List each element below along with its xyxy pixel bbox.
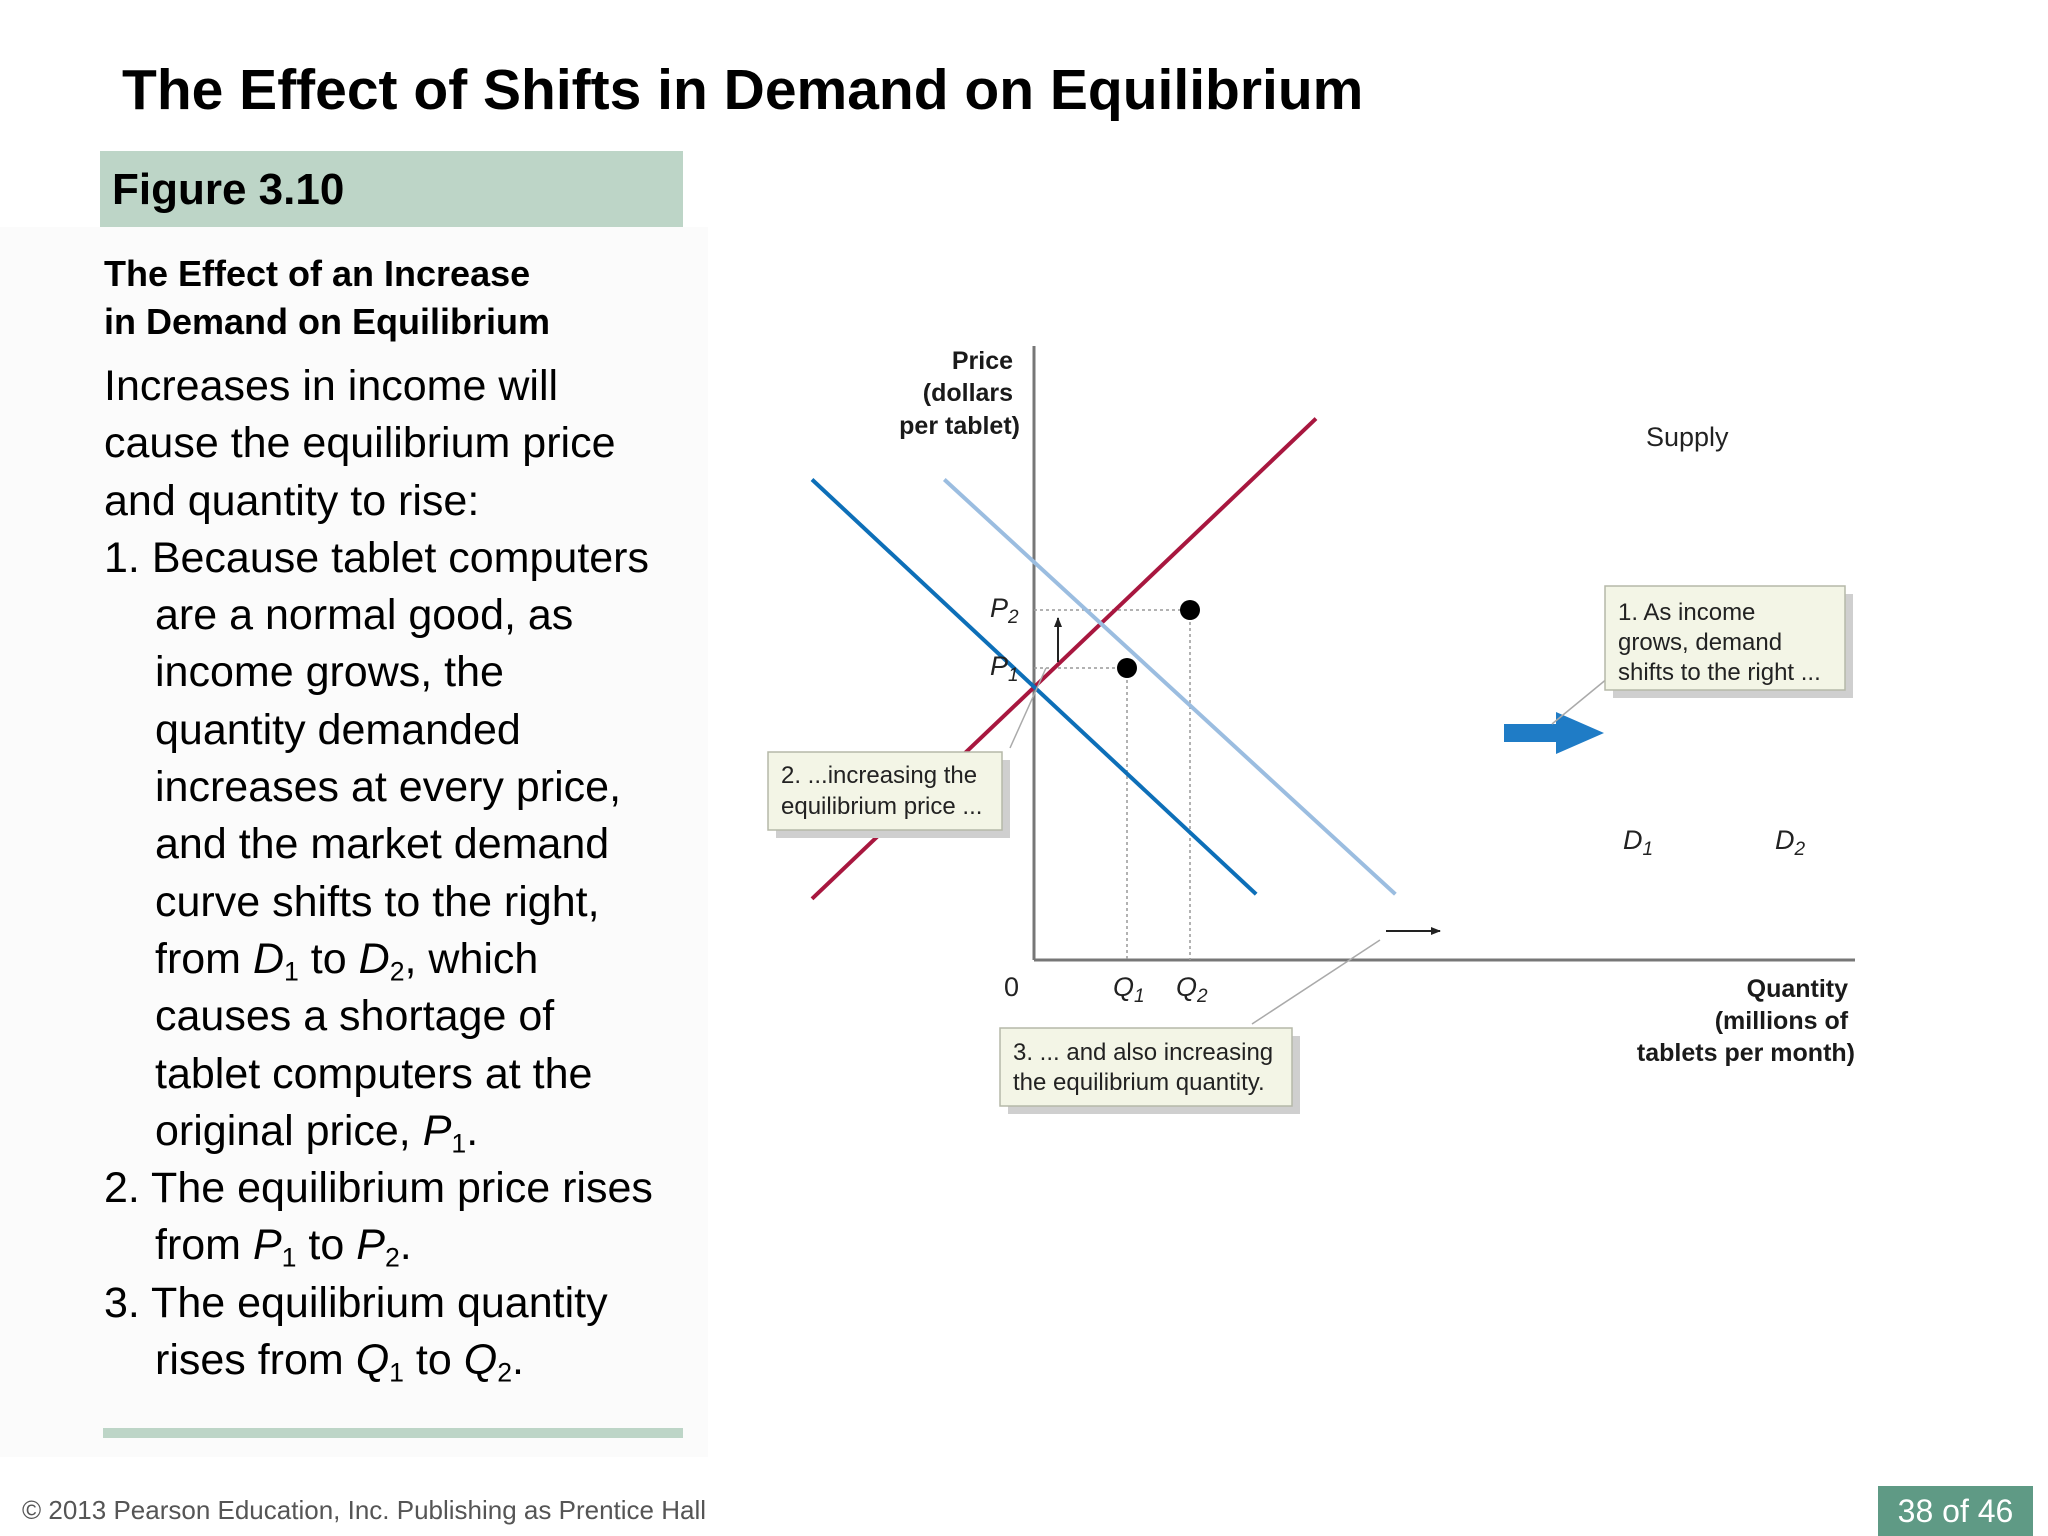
tick-label-q2: Q2 [1176,972,1208,1007]
item-1-line-7: curve shifts to the right, [155,877,600,926]
item-1-line-3: income grows, the [155,648,504,697]
period: . [466,1106,479,1155]
slide-title: The Effect of Shifts in Demand on Equili… [122,58,1364,122]
item-1-line-11: original price, P1. [104,1103,704,1160]
demand-curve-d1 [810,478,1258,896]
item-1-line-4: quantity demanded [155,705,521,754]
item-1-line-6: and the market demand [155,820,610,869]
svg-text:3. ... and also increasing: 3. ... and also increasing the equilibri… [1013,1039,1280,1096]
word-which: , which [404,934,539,983]
item-3-line-2: rises from Q1 to Q2. [104,1332,704,1389]
sub-1: 1 [281,1242,297,1273]
word-from: from [155,1221,241,1270]
callout-box-price: 2. ...increasing the equilibrium price .… [767,751,1010,838]
item-3-line-1: 3. The equilibrium quantity [104,1275,704,1332]
item-1-text: Because tablet computers [151,533,649,582]
item-1-line-1: 1. Because tablet computers [104,530,704,587]
symbol-q: Q [355,1336,390,1385]
word-to: to [308,1221,345,1270]
item-2-text: The equilibrium price rises [151,1164,653,1213]
callout-box-quantity: 3. ... and also increasing the equilibri… [999,1027,1300,1114]
body-text: Increases in income will cause the equil… [104,358,704,1389]
figure-subtitle-line-1: The Effect of an Increase [104,253,531,294]
figure-label: Figure 3.10 [112,165,345,214]
word-to: to [310,934,347,983]
period: . [512,1336,524,1385]
sub-1: 1 [284,956,299,987]
intro-line-2: cause the equilibrium price [104,419,616,468]
sub-1: 1 [389,1357,404,1388]
demand-curve-d2 [942,478,1397,896]
d2-label: D2 [1775,825,1806,860]
item-1-line-5: increases at every price, [155,763,622,812]
figure-label-band: Figure 3.10 [100,151,683,227]
period: . [399,1221,412,1270]
word-from: from [155,934,241,983]
item-3-number: 3. [104,1278,140,1327]
item-2-number: 2. [104,1164,140,1213]
demand-shift-arrow [1504,712,1604,754]
item-1-line-8: from D1 to D2, which [104,931,704,988]
item-3-text: The equilibrium quantity [151,1278,608,1327]
figure-subtitle-line-2: in Demand on Equilibrium [104,301,551,342]
symbol-q: Q [463,1336,498,1385]
item-1-line-10: tablet computers at the [155,1049,593,1098]
svg-text:1. As income grows, dema: 1. As income grows, demand shifts to the… [1618,599,1821,686]
sub-2: 2 [384,1242,400,1273]
item-1-line-9: causes a shortage of [155,992,555,1041]
sub-2: 2 [497,1357,513,1388]
symbol-p: P [356,1221,385,1270]
supply-curve [810,417,1318,901]
bottom-rule [103,1428,683,1438]
equilibrium-guides [1034,609,1191,960]
intro-line-1: Increases in income will [104,362,559,410]
page-number-badge: 38 of 46 [1878,1486,2033,1536]
origin-label: 0 [1004,972,1019,1002]
y-axis-label: Price (dollars per tablet) [899,347,1020,440]
item-1-line-2: are a normal good, as [155,591,574,640]
symbol-p: P [252,1221,282,1270]
symbol-p: P [422,1106,452,1155]
symbol-d: D [252,934,285,983]
copyright-notice: © 2013 Pearson Education, Inc. Publishin… [22,1495,706,1525]
tick-label-q1: Q1 [1113,972,1145,1007]
sub-1: 1 [451,1128,467,1159]
item-1-number: 1. [104,533,140,582]
tick-label-p1: P1 [990,651,1019,686]
tick-label-p2: P2 [990,593,1019,628]
svg-text:2. ...increasing the equ: 2. ...increasing the equilibrium price .… [781,762,984,820]
intro-line-3: and quantity to rise: [104,476,480,525]
equilibrium-point-1 [1117,658,1137,678]
left-text-panel [0,227,708,1457]
supply-label: Supply [1646,422,1729,452]
callout-leaders [1009,667,1609,1025]
callout-box-demand-shift: 1. As income grows, demand shifts to the… [1604,585,1853,698]
word-to: to [415,1336,452,1385]
word-rises-from: rises from [155,1336,344,1385]
sub-2: 2 [389,956,405,987]
x-axis-label: Quantity (millions of tablets per month) [1637,975,1855,1067]
equilibrium-point-2 [1180,600,1200,620]
item-2-line-1: 2. The equilibrium price rises [104,1160,704,1217]
word-original-price: original price, [155,1106,411,1155]
item-2-line-2: from P1 to P2. [104,1217,704,1274]
d1-label: D1 [1623,825,1653,860]
symbol-d: D [358,934,390,983]
figure-subtitle: The Effect of an Increase in Demand on E… [104,250,550,346]
